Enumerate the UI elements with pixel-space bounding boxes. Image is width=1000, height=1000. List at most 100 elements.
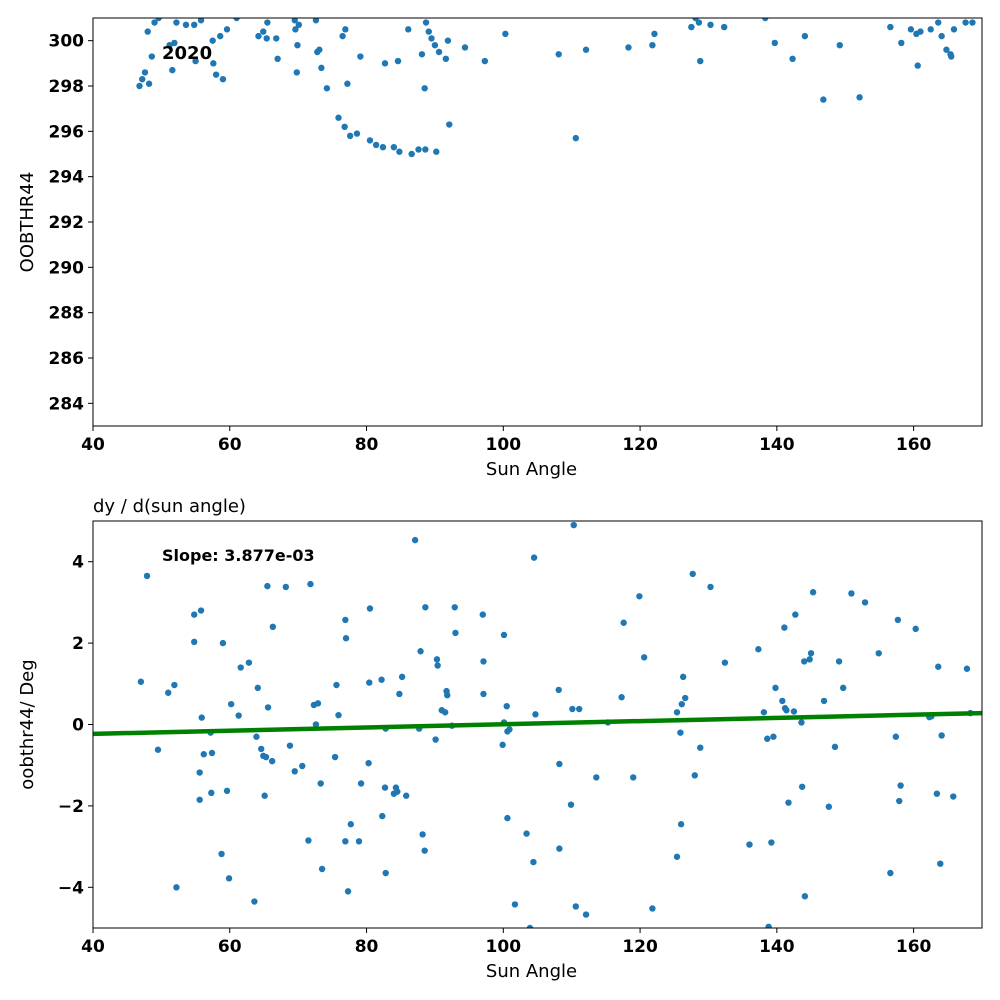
data-point: [335, 114, 342, 121]
data-point: [771, 39, 778, 47]
data-point: [292, 26, 299, 33]
data-point: [582, 911, 590, 918]
data-point: [366, 679, 373, 686]
data-point: [530, 554, 538, 561]
fit-line: [93, 710, 982, 737]
data-point: [208, 789, 215, 797]
data-point: [192, 57, 199, 65]
data-point: [390, 144, 398, 151]
data-point: [933, 790, 941, 797]
chart-annotation: 2020: [162, 43, 212, 64]
data-point: [422, 19, 430, 26]
data-point: [217, 32, 224, 40]
data-point: [235, 712, 242, 719]
data-point: [914, 62, 921, 69]
data-point: [442, 55, 450, 62]
data-point: [950, 793, 957, 800]
data-point: [305, 837, 312, 844]
data-point: [405, 26, 412, 33]
data-point: [312, 18, 320, 24]
data-point: [836, 42, 843, 49]
data-point: [582, 46, 590, 53]
y-tick-label: −2: [58, 797, 84, 817]
data-point: [344, 888, 352, 895]
x-axis-label: Sun Angle: [486, 459, 577, 480]
data-point: [273, 35, 280, 42]
data-point: [526, 924, 534, 928]
data-point: [418, 51, 426, 58]
data-point: [907, 26, 915, 33]
y-tick-label: 284: [49, 394, 85, 414]
data-point: [720, 23, 728, 31]
x-tick-label: 60: [218, 937, 242, 957]
data-point: [137, 678, 145, 685]
data-point: [755, 646, 762, 653]
data-point: [898, 39, 905, 47]
data-point: [323, 85, 331, 92]
data-point: [261, 792, 268, 799]
data-point: [887, 869, 894, 877]
x-tick-label: 120: [622, 937, 658, 957]
data-point: [630, 774, 637, 781]
data-point: [695, 19, 703, 26]
data-point: [342, 616, 349, 624]
data-point: [783, 707, 790, 714]
data-point: [820, 96, 827, 103]
y-tick-label: 2: [72, 634, 84, 654]
data-point: [342, 26, 349, 33]
data-point: [896, 797, 903, 805]
data-point: [233, 18, 240, 22]
data-point: [620, 619, 627, 626]
data-point: [480, 690, 487, 698]
data-point: [567, 801, 575, 808]
data-point: [293, 69, 300, 76]
data-point: [291, 18, 298, 24]
data-point: [801, 893, 809, 900]
data-point: [806, 656, 813, 663]
data-point: [227, 700, 235, 708]
data-point: [422, 146, 429, 153]
data-point: [286, 742, 294, 749]
data-point: [219, 639, 227, 647]
data-point: [139, 76, 146, 83]
data-point: [415, 146, 422, 153]
data-point: [191, 611, 198, 618]
data-point: [555, 51, 562, 58]
data-point: [403, 792, 410, 799]
data-point: [969, 19, 976, 26]
data-point: [379, 812, 386, 820]
y-tick-label: 4: [72, 553, 84, 573]
data-point: [422, 604, 429, 611]
data-point: [433, 148, 440, 155]
data-point: [171, 39, 178, 47]
data-point: [839, 684, 847, 692]
data-point: [417, 648, 424, 655]
data-point: [446, 121, 453, 128]
data-point: [237, 664, 244, 671]
data-point: [312, 721, 320, 728]
data-point: [760, 709, 768, 716]
data-point: [772, 684, 779, 692]
data-point: [421, 85, 428, 92]
data-point: [394, 788, 401, 795]
data-point: [625, 44, 632, 51]
data-point: [677, 729, 684, 736]
data-point: [894, 616, 902, 624]
data-point: [191, 638, 198, 646]
data-point: [144, 28, 151, 35]
data-point: [151, 19, 158, 26]
data-point: [779, 697, 786, 705]
data-point: [318, 64, 325, 72]
plot-area-0: [136, 18, 976, 158]
data-point: [342, 838, 349, 845]
data-point: [381, 60, 389, 67]
data-point: [344, 80, 351, 87]
data-point: [365, 759, 372, 767]
data-point: [618, 694, 625, 701]
data-point: [346, 132, 354, 140]
data-point: [480, 658, 487, 665]
data-point: [225, 875, 233, 882]
data-point: [912, 625, 919, 633]
data-point: [282, 583, 290, 591]
data-point: [848, 590, 855, 597]
